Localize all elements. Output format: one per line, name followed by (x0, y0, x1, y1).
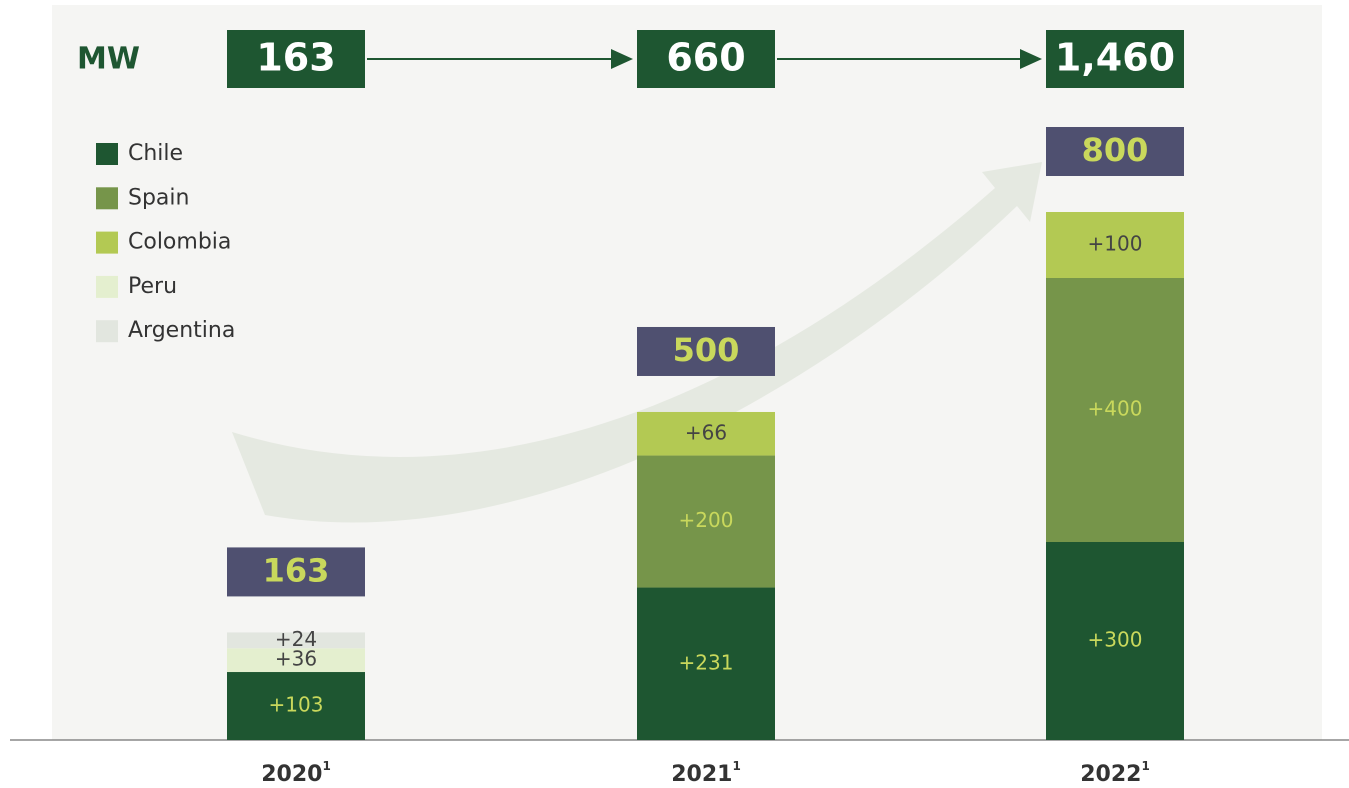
x-tick-label: 20201 (261, 759, 331, 788)
bar-segment (637, 455, 775, 588)
unit-label: MW (77, 42, 140, 77)
total-label: 800 (1082, 131, 1149, 169)
segment-label: +100 (1088, 232, 1143, 256)
cumulative-label: 660 (666, 36, 745, 80)
legend-swatch (96, 231, 118, 254)
cumulative-box (637, 30, 775, 88)
legend-swatch (96, 187, 118, 210)
total-box (637, 326, 775, 376)
total-label: 500 (673, 331, 740, 369)
legend-label: Spain (128, 185, 189, 210)
segment-label: +400 (1088, 397, 1143, 421)
legend-label: Colombia (128, 230, 231, 255)
legend-swatch (96, 320, 118, 343)
bar-segment (227, 648, 365, 673)
cumulative-box (1046, 30, 1184, 88)
category-footnote: 1 (322, 759, 330, 773)
segment-label: +200 (679, 508, 734, 532)
flow-arrowhead (1020, 49, 1042, 69)
segment-label: +231 (679, 650, 734, 674)
segment-label: +66 (685, 420, 727, 444)
bar-segment (1046, 278, 1184, 542)
category-footnote: 1 (732, 759, 740, 773)
category-year: 2021 (671, 762, 732, 787)
category-year: 2022 (1080, 762, 1141, 787)
total-label: 163 (263, 551, 330, 589)
legend-label: Argentina (128, 318, 235, 343)
segment-label: +103 (269, 693, 324, 717)
bar-segment (637, 411, 775, 456)
legend-swatch (96, 143, 118, 165)
total-box (1046, 127, 1184, 176)
bar-segment (227, 632, 365, 649)
x-tick-label: 20211 (671, 759, 741, 788)
category-year: 2020 (261, 762, 322, 787)
segment-label: +24 (275, 627, 317, 651)
category-footnote: 1 (1141, 759, 1149, 773)
total-box (227, 547, 365, 597)
bar-segment (637, 587, 775, 740)
cumulative-box (227, 30, 365, 88)
legend-label: Chile (128, 141, 183, 166)
bar-segment (227, 672, 365, 740)
segment-label: +36 (275, 647, 317, 671)
bar-segment (1046, 542, 1184, 740)
legend-label: Peru (128, 274, 177, 299)
segment-label: +300 (1088, 628, 1143, 652)
legend-swatch (96, 275, 118, 298)
bar-segment (1046, 212, 1184, 278)
x-tick-label: 20221 (1080, 759, 1150, 788)
cumulative-label: 163 (256, 36, 335, 80)
cumulative-label: 1,460 (1055, 36, 1175, 80)
flow-arrowhead (611, 49, 633, 69)
